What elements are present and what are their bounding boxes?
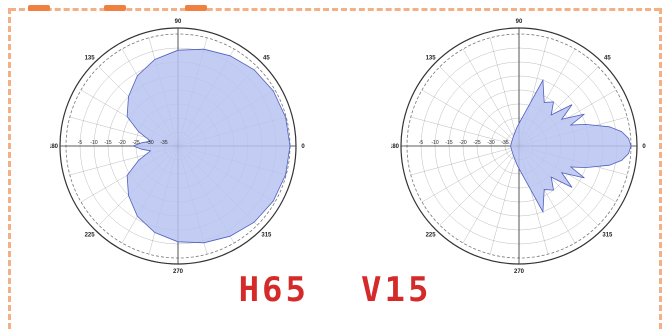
border-accent-mark <box>28 5 50 11</box>
angle-tick-label: 135 <box>426 56 437 62</box>
horizontal-beamwidth-label: H65 <box>238 270 309 310</box>
beamwidth-caption: H65 V15 <box>0 270 670 310</box>
dashed-border-left <box>8 8 11 329</box>
radial-tick-label: -20 <box>118 140 125 146</box>
radiation-pattern-lobe <box>126 48 291 244</box>
vertical-radiation-pattern-chart: -5 -10 -15 -20 -25 -30 -35 0 45 90 135 180 225 270 315 <box>391 19 646 274</box>
angle-tick-label: 180 <box>391 144 400 150</box>
angle-tick-label: 270 <box>514 269 525 274</box>
radial-tick-label: -35 <box>160 140 167 146</box>
dashed-border-right <box>659 8 662 329</box>
radial-tick-label: -5 <box>419 140 424 146</box>
vertical-beamwidth-label: V15 <box>361 270 432 310</box>
radial-tick-label: -30 <box>487 140 494 146</box>
angle-tick-label: 90 <box>516 19 523 25</box>
angle-tick-label: 225 <box>85 232 96 238</box>
angle-tick-label: 135 <box>85 56 96 62</box>
radial-tick-label: -15 <box>445 140 452 146</box>
radial-tick-label: -10 <box>90 140 97 146</box>
angle-tick-label: 90 <box>175 19 182 25</box>
radial-tick-label: -15 <box>104 140 111 146</box>
border-accent-mark <box>185 5 207 11</box>
angle-tick-label: 0 <box>642 144 646 150</box>
radial-tick-label: -25 <box>132 140 139 146</box>
radial-tick-label: -35 <box>501 140 508 146</box>
radial-tick-label: -5 <box>78 140 83 146</box>
horizontal-radiation-pattern-chart: -5 -10 -15 -20 -25 -30 -35 0 45 90 135 180 225 270 315 <box>50 19 305 274</box>
dashed-border-top <box>10 8 660 11</box>
angle-tick-label: 315 <box>602 232 613 238</box>
radial-tick-label: -25 <box>473 140 480 146</box>
radiation-pattern-lobe <box>510 78 632 214</box>
angle-tick-label: 45 <box>263 56 270 62</box>
angle-tick-label: 225 <box>426 232 437 238</box>
angle-tick-label: 45 <box>604 56 611 62</box>
angle-tick-label: 0 <box>301 144 305 150</box>
angle-tick-label: 270 <box>173 269 184 274</box>
radial-tick-label: -20 <box>459 140 466 146</box>
radial-tick-label: -10 <box>431 140 438 146</box>
angle-tick-label: 180 <box>50 144 59 150</box>
radial-tick-label: -30 <box>146 140 153 146</box>
border-accent-mark <box>104 5 126 11</box>
angle-tick-label: 315 <box>261 232 272 238</box>
